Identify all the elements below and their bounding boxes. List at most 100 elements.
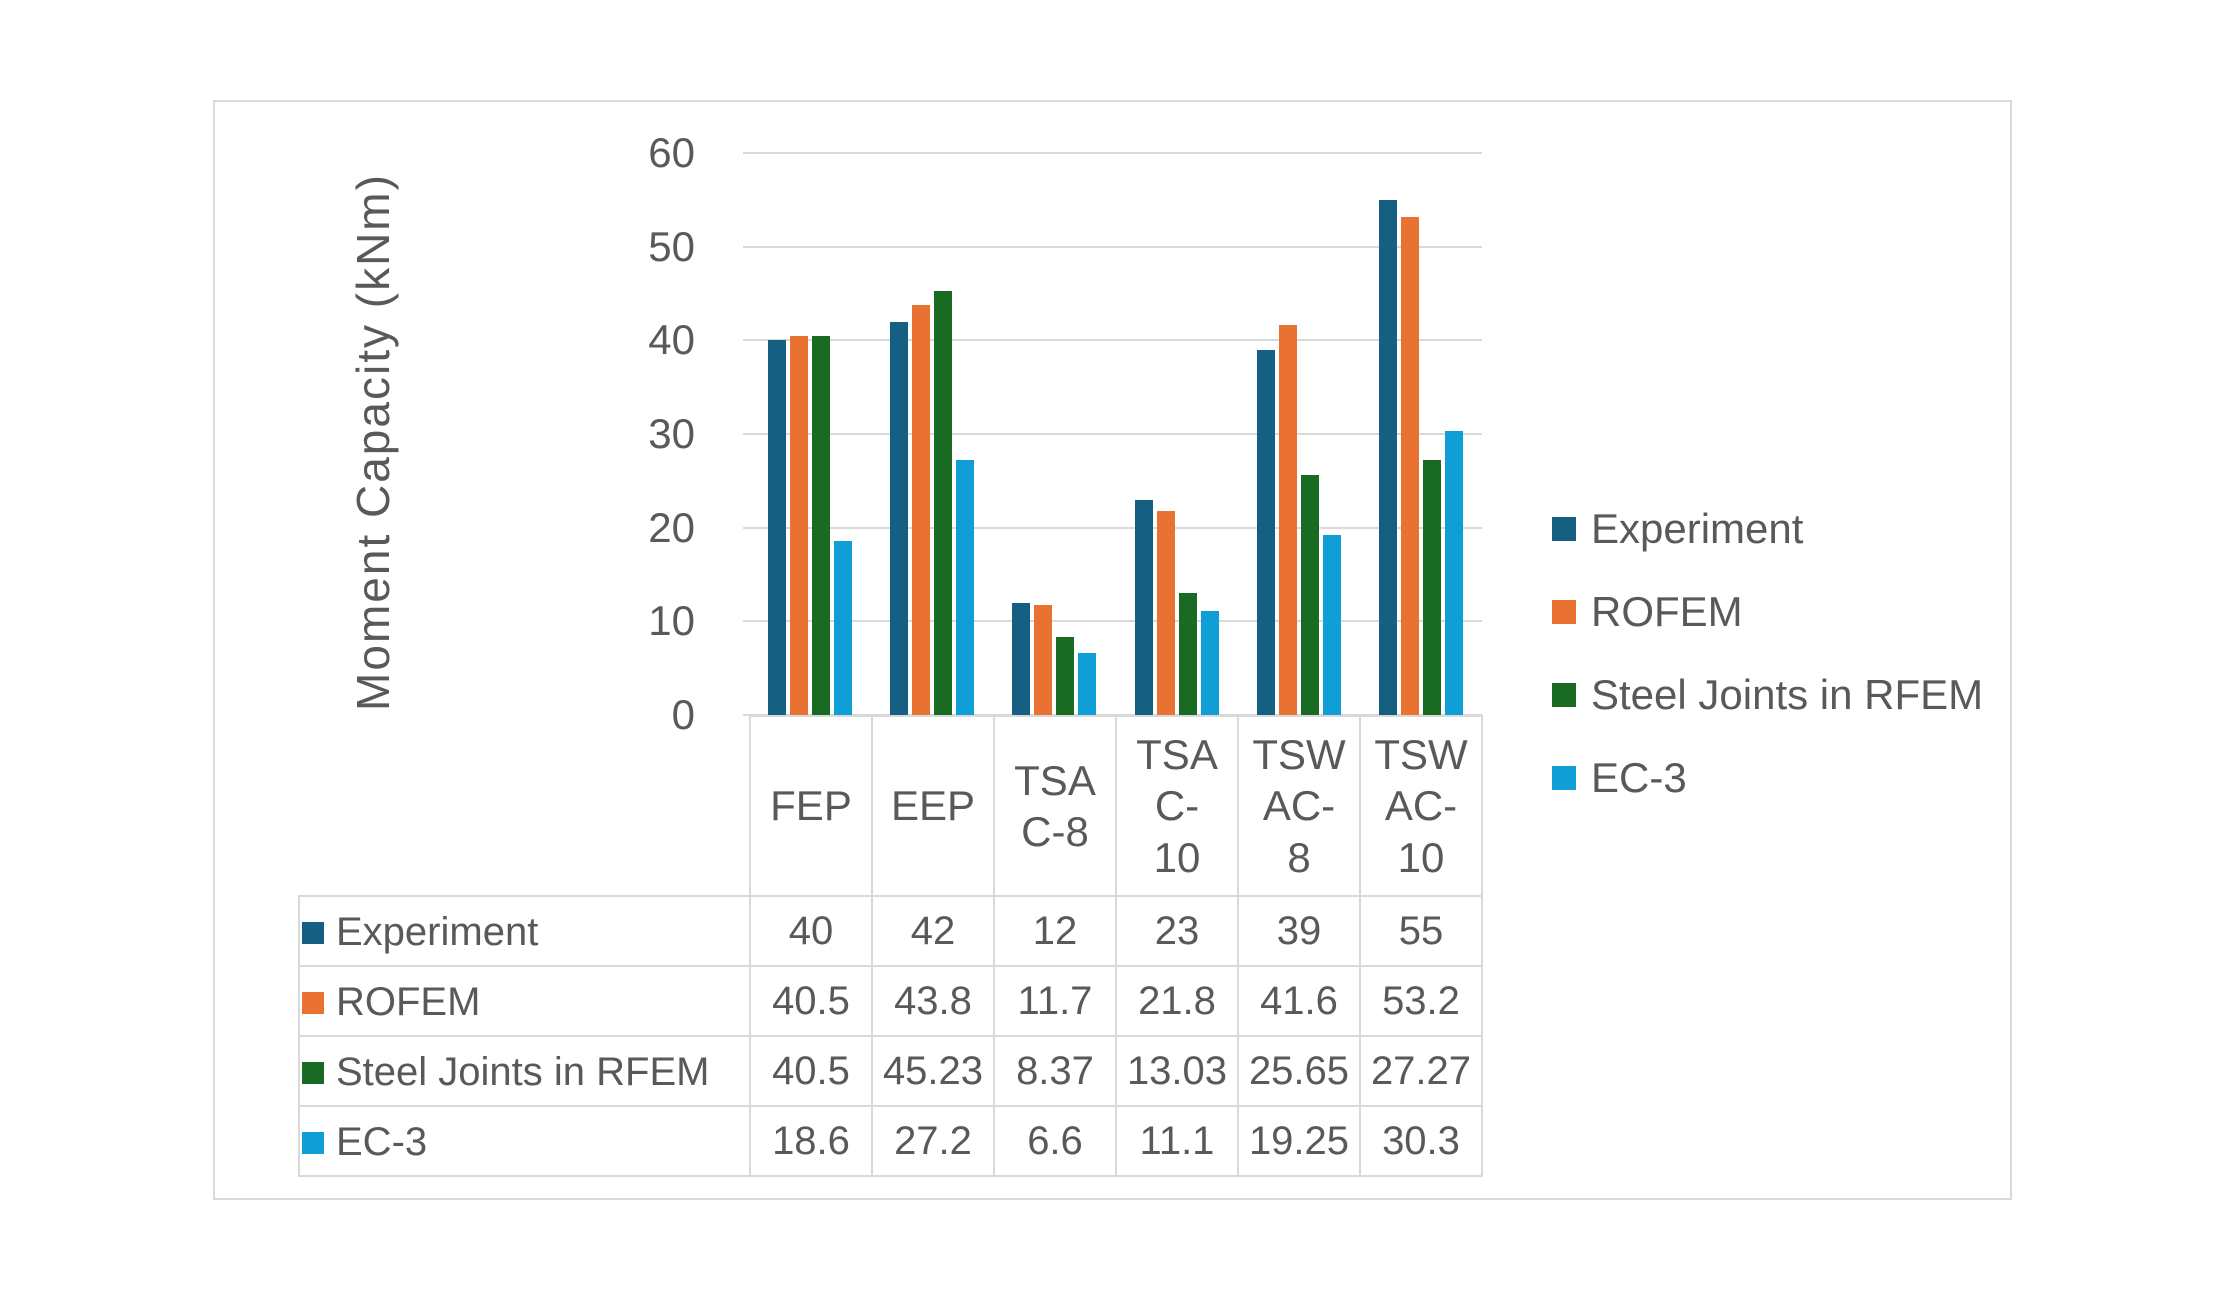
plot-area <box>743 152 1482 716</box>
category-header-cell: FEP <box>749 715 873 897</box>
bar <box>1322 534 1341 715</box>
bar <box>1444 431 1463 715</box>
value-cell: 27.27 <box>1359 1035 1483 1107</box>
table-corner-blank <box>299 716 750 896</box>
legend-swatch-icon <box>1552 683 1576 707</box>
value-cell: 13.03 <box>1115 1035 1239 1107</box>
y-tick-label: 40 <box>648 316 695 364</box>
legend-item: ROFEM <box>1552 588 1983 636</box>
legend-item: EC-3 <box>1552 754 1983 802</box>
value-cell: 55 <box>1359 895 1483 967</box>
value-cell: 40 <box>749 895 873 967</box>
bar <box>1256 349 1275 715</box>
legend-label: EC-3 <box>1591 754 1687 801</box>
legend-item: Experiment <box>1552 505 1983 553</box>
gridline <box>743 620 1482 623</box>
value-cell: 40.5 <box>749 965 873 1037</box>
series-name: ROFEM <box>336 979 481 1024</box>
category-header-cell: TSA C-8 <box>993 715 1117 897</box>
bar-group <box>993 153 1115 715</box>
value-cell: 43.8 <box>871 965 995 1037</box>
data-table-body: FEP EEP TSA C-8 TSA C- 10 TSW AC- 8 TSW AC- 1… <box>298 715 1483 1177</box>
value-cell: 30.3 <box>1359 1105 1483 1177</box>
value-cell: 39 <box>1237 895 1361 967</box>
category-header-cell: TSW AC- 8 <box>1237 715 1361 897</box>
value-cell: 11.1 <box>1115 1105 1239 1177</box>
bar-group <box>871 153 993 715</box>
row-header-cell: ROFEM <box>298 965 751 1037</box>
bar <box>1378 199 1397 715</box>
legend-item: Steel Joints in RFEM <box>1552 671 1983 719</box>
bar <box>1134 499 1153 715</box>
gridline <box>743 339 1482 342</box>
bar <box>790 335 809 715</box>
table-row: EC-3 18.6 27.2 6.6 11.1 19.25 30.3 <box>298 1105 1483 1177</box>
value-cell: 27.2 <box>871 1105 995 1177</box>
legend-swatch-icon <box>1552 600 1576 624</box>
bar-groups <box>749 153 1482 715</box>
bar <box>834 540 853 715</box>
bar-group <box>749 153 871 715</box>
value-cell: 11.7 <box>993 965 1117 1037</box>
value-cell: 42 <box>871 895 995 967</box>
gridline <box>743 433 1482 435</box>
bar <box>1078 653 1097 715</box>
gridline <box>743 245 1482 248</box>
bar <box>1056 636 1075 715</box>
value-cell: 8.37 <box>993 1035 1117 1107</box>
series-name: EC-3 <box>336 1119 428 1164</box>
series-swatch-icon <box>302 1061 324 1084</box>
legend: Experiment ROFEM Steel Joints in RFEM EC-3 <box>1552 505 1983 802</box>
row-header-cell: Experiment <box>298 895 751 967</box>
legend-swatch-icon <box>1552 517 1576 541</box>
table-row: Experiment 40 42 12 23 39 55 <box>298 895 1483 967</box>
legend-swatch-icon <box>1552 766 1576 790</box>
data-table: FEP EEP TSA C-8 TSA C- 10 TSW AC- 8 TSW AC- 1… <box>298 715 1483 1177</box>
series-name: Steel Joints in RFEM <box>336 1049 710 1094</box>
table-row: ROFEM 40.5 43.8 11.7 21.8 41.6 53.2 <box>298 965 1483 1037</box>
category-header-cell: TSA C- 10 <box>1115 715 1239 897</box>
value-cell: 12 <box>993 895 1117 967</box>
bar <box>1156 510 1175 715</box>
table-header-row: FEP EEP TSA C-8 TSA C- 10 TSW AC- 8 TSW AC- 1… <box>299 715 1483 897</box>
bar <box>1300 474 1319 715</box>
category-header-cell: EEP <box>871 715 995 897</box>
y-tick-label: 10 <box>648 597 695 645</box>
bar <box>912 304 931 715</box>
gridline <box>743 714 1482 716</box>
legend-label: Experiment <box>1591 505 1804 552</box>
bar <box>812 335 831 715</box>
bar <box>1012 602 1031 715</box>
bar <box>1278 325 1297 715</box>
category-header-cell: TSW AC- 10 <box>1359 715 1483 897</box>
bar-group <box>1116 153 1238 715</box>
y-tick-label: 60 <box>648 129 695 176</box>
bar <box>956 460 975 715</box>
series-name: Experiment <box>336 909 539 954</box>
row-header-cell: EC-3 <box>298 1105 751 1177</box>
value-cell: 41.6 <box>1237 965 1361 1037</box>
chart-frame: Moment Capacity (kNm) 0 10 20 30 40 50 60 FEP E… <box>213 100 2012 1200</box>
value-cell: 21.8 <box>1115 965 1239 1037</box>
value-cell: 45.23 <box>871 1035 995 1107</box>
value-cell: 40.5 <box>749 1035 873 1107</box>
bar-group <box>1238 153 1360 715</box>
bar <box>1400 216 1419 715</box>
value-cell: 53.2 <box>1359 965 1483 1037</box>
gridline <box>743 526 1482 529</box>
y-axis-ticks: 0 10 20 30 40 50 60 <box>515 129 695 738</box>
gridlines <box>743 152 1482 716</box>
bar-group <box>1360 153 1482 715</box>
y-tick-label: 30 <box>648 410 695 457</box>
bar <box>768 340 787 715</box>
value-cell: 25.65 <box>1237 1035 1361 1107</box>
value-cell: 23 <box>1115 895 1239 967</box>
value-cell: 6.6 <box>993 1105 1117 1177</box>
legend-label: ROFEM <box>1591 588 1743 635</box>
series-swatch-icon <box>302 921 324 944</box>
y-tick-label: 0 <box>671 691 695 738</box>
y-tick-label: 20 <box>648 503 695 551</box>
bar <box>934 291 953 715</box>
y-tick-label: 50 <box>648 222 695 270</box>
bar <box>1200 611 1219 715</box>
